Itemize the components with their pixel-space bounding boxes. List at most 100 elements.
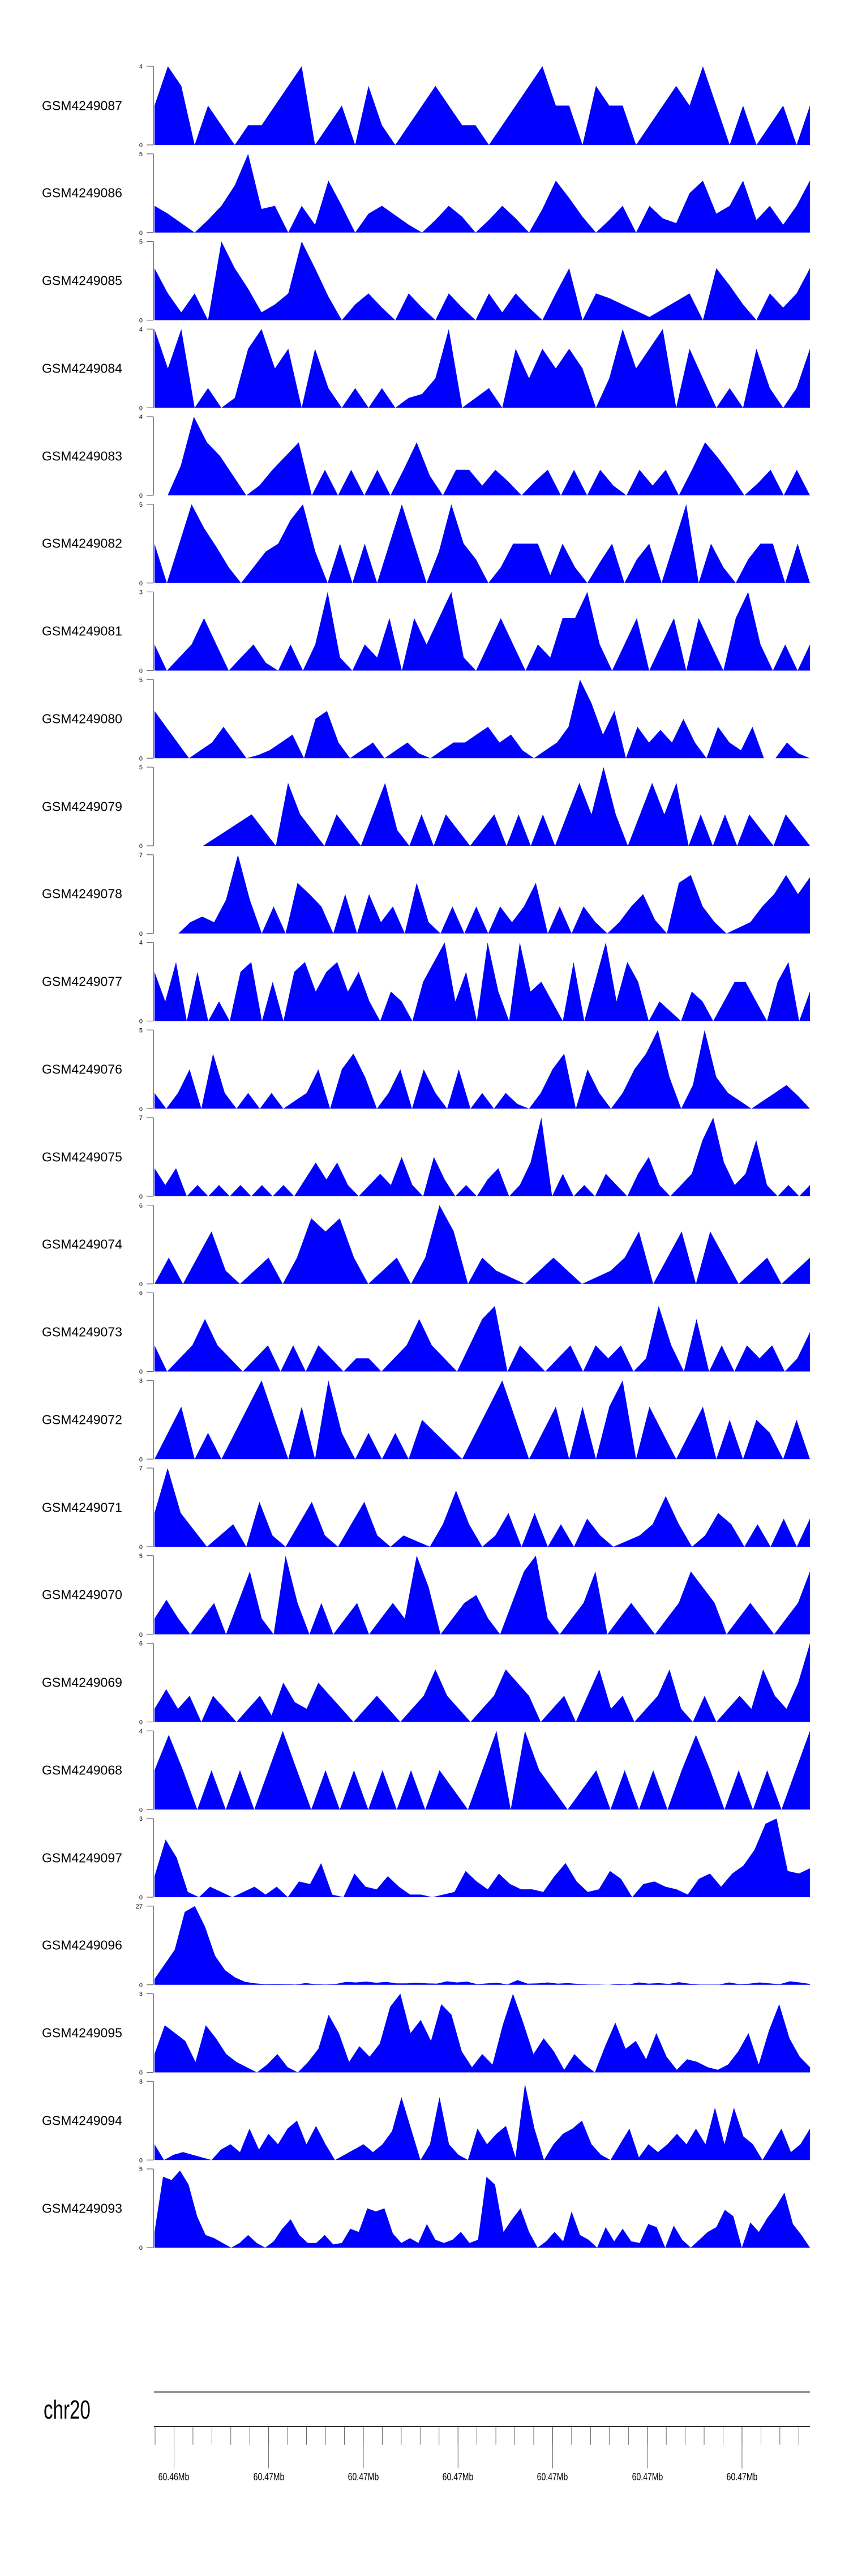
genome-tick-label: 60.47Mb <box>726 2471 758 2483</box>
coverage-area <box>155 153 810 233</box>
y-tick-label-min: 0 <box>139 580 143 587</box>
y-tick-label-max: 7 <box>139 1115 143 1122</box>
y-tick-label-min: 0 <box>139 668 143 675</box>
track-label: GSM4249084 <box>42 361 122 376</box>
y-tick-label-min: 0 <box>139 1632 143 1638</box>
y-tick-label-max: 4 <box>139 414 143 421</box>
track-label: GSM4249097 <box>42 1850 122 1865</box>
genome-tick-label: 60.46Mb <box>158 2471 190 2483</box>
y-tick-label-max: 4 <box>139 1728 143 1735</box>
y-tick-label-max: 6 <box>139 1641 143 1648</box>
track-label: GSM4249071 <box>42 1500 122 1514</box>
y-tick-label-min: 0 <box>139 843 143 850</box>
coverage-area <box>155 504 810 583</box>
track-label: GSM4249094 <box>42 2113 122 2128</box>
y-tick-label-max: 4 <box>139 326 143 333</box>
track: 50 <box>139 502 810 587</box>
coverage-area <box>155 1306 810 1372</box>
y-tick-label-min: 0 <box>139 318 143 324</box>
coverage-area <box>155 1643 810 1722</box>
coverage-area <box>155 2083 810 2160</box>
y-tick-label-min: 0 <box>139 2245 143 2252</box>
y-tick-label-min: 0 <box>139 1369 143 1376</box>
coverage-area <box>155 1818 810 1897</box>
track: 30 <box>139 1377 810 1463</box>
track: 50 <box>139 1027 810 1112</box>
y-tick-label-max: 4 <box>139 940 143 947</box>
y-tick-label-max: 5 <box>139 151 143 158</box>
y-tick-label-min: 0 <box>139 1982 143 1989</box>
track: 60 <box>139 1641 810 1726</box>
track: 30 <box>139 1991 810 2077</box>
track-label: GSM4249095 <box>42 2025 122 2040</box>
track-label: GSM4249082 <box>42 536 122 551</box>
track: 50 <box>139 1553 810 1638</box>
y-tick-label-max: 7 <box>139 852 143 859</box>
track: 60 <box>139 1203 810 1288</box>
genome-tick-label: 60.47Mb <box>632 2471 663 2483</box>
track: 70 <box>139 1115 810 1200</box>
track: 40 <box>139 940 810 1025</box>
genome-tick-label: 60.47Mb <box>253 2471 285 2483</box>
coverage-area <box>155 592 810 671</box>
coverage-area <box>155 942 810 1021</box>
track: 60 <box>139 1290 810 1376</box>
y-tick-label-max: 5 <box>139 502 143 508</box>
y-tick-label-min: 0 <box>139 230 143 237</box>
track-label: GSM4249073 <box>42 1324 122 1340</box>
y-tick-label-max: 3 <box>139 589 143 596</box>
coverage-area <box>155 767 810 846</box>
y-tick-label-max: 5 <box>139 2166 143 2173</box>
y-tick-label-max: 5 <box>139 677 143 683</box>
coverage-area <box>155 1030 810 1109</box>
genome-axis <box>154 2391 810 2468</box>
track-label: GSM4249087 <box>42 98 122 113</box>
coverage-area <box>155 679 810 759</box>
coverage-area <box>155 1468 810 1547</box>
y-tick-label-min: 0 <box>139 2070 143 2077</box>
y-tick-label-max: 6 <box>139 1203 143 1209</box>
y-tick-label-min: 0 <box>139 2157 143 2164</box>
track-label: GSM4249093 <box>42 2201 122 2215</box>
track-label: GSM4249070 <box>42 1587 122 1602</box>
track-label: GSM4249080 <box>42 711 122 726</box>
y-tick-label-min: 0 <box>139 493 143 499</box>
coverage-area <box>155 1731 810 1810</box>
y-tick-label-max: 3 <box>139 2078 143 2085</box>
y-tick-label-min: 0 <box>139 1807 143 1813</box>
y-tick-label-min: 0 <box>139 931 143 938</box>
track: 70 <box>139 1465 810 1551</box>
coverage-area <box>155 329 810 408</box>
track: 30 <box>139 589 810 675</box>
track: 50 <box>139 2166 810 2252</box>
coverage-area <box>155 1205 810 1284</box>
coverage-area <box>155 2170 810 2248</box>
track-label: GSM4249074 <box>42 1236 122 1252</box>
coverage-area <box>155 1118 810 1196</box>
track-label: GSM4249072 <box>42 1412 122 1427</box>
track: 50 <box>139 239 810 324</box>
genome-tick-label: 60.47Mb <box>348 2471 379 2483</box>
chromosome-label: chr20 <box>44 2395 91 2424</box>
track-label: GSM4249075 <box>42 1149 122 1164</box>
y-tick-label-max: 5 <box>139 1553 143 1560</box>
track-label: GSM4249085 <box>42 273 122 288</box>
coverage-area <box>155 1993 810 2073</box>
track: 50 <box>139 151 810 237</box>
y-tick-label-max: 5 <box>139 764 143 771</box>
track-label: GSM4249078 <box>42 886 122 901</box>
track-label: GSM4249096 <box>42 1937 122 1953</box>
y-tick-label-max: 4 <box>139 63 143 70</box>
track-label: GSM4249077 <box>42 974 122 989</box>
y-tick-label-max: 3 <box>139 1377 143 1384</box>
y-tick-label-max: 5 <box>139 1027 143 1034</box>
y-tick-label-max: 7 <box>139 1465 143 1472</box>
y-tick-label-min: 0 <box>139 1106 143 1112</box>
coverage-area <box>155 854 810 934</box>
y-tick-label-min: 0 <box>139 1193 143 1200</box>
coverage-area <box>155 1906 810 1985</box>
track: 40 <box>139 1728 810 1813</box>
track: 30 <box>139 1816 810 1901</box>
y-tick-label-min: 0 <box>139 1281 143 1288</box>
y-tick-label-min: 0 <box>139 405 143 412</box>
